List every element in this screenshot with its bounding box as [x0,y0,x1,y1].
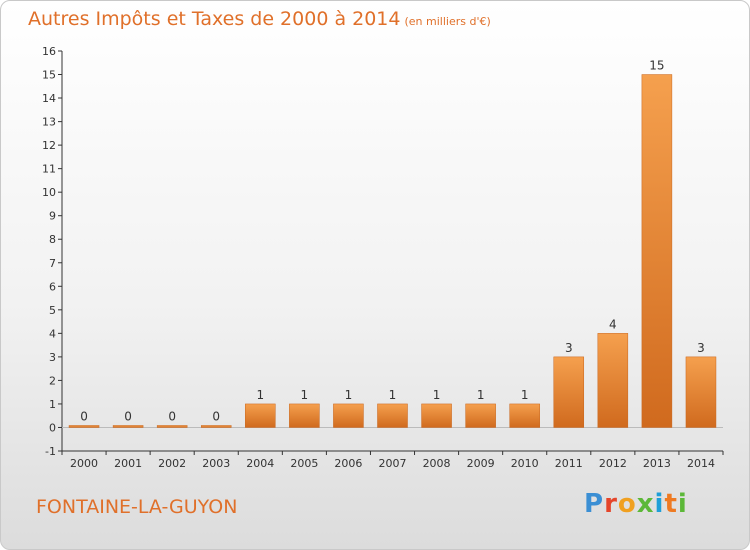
town-name: FONTAINE-LA-GUYON [36,496,238,518]
y-tick-label: 14 [42,92,56,105]
bar [377,403,408,428]
y-tick-label: 15 [42,69,56,82]
bar-value-label: 1 [301,388,309,402]
x-tick-label: 2003 [202,457,230,470]
x-tick-label: 2005 [290,457,318,470]
logo-letter: i [677,489,688,519]
bar-value-label: 3 [697,341,705,355]
chart-title-text: Autres Impôts et Taxes de 2000 à 2014 [28,8,401,30]
bar-value-label: 0 [212,409,220,423]
x-tick-label: 2012 [599,457,627,470]
y-tick-label: 4 [49,327,56,340]
y-tick-label: 10 [42,186,56,199]
bar [289,403,320,428]
logo-letter: o [617,489,637,519]
y-tick-label: 2 [49,374,56,387]
bar-value-label: 1 [521,388,529,402]
x-tick-label: 2000 [70,457,98,470]
bar [68,425,100,428]
bar-value-label: 1 [433,388,441,402]
chart-bars: 0 0 0 0 1 1 1 1 1 1 1 3 4 15 3 [68,59,717,428]
bar [421,403,452,428]
bar [465,403,496,428]
bar [200,425,232,428]
y-tick-label: 11 [42,163,56,176]
bar [597,333,629,428]
x-tick-label: 2011 [555,457,583,470]
bar-value-label: 1 [256,388,264,402]
logo-letter: x [636,489,655,519]
bar [685,356,717,428]
bar [156,425,188,428]
y-tick-label: 1 [49,398,56,411]
x-tick-label: 2010 [511,457,539,470]
chart-unit: (en milliers d'€) [404,15,491,28]
bar [333,403,364,428]
y-tick-label: 3 [49,351,56,364]
logo-letter: P [584,489,605,519]
y-tick-label: -1 [45,445,56,458]
x-tick-label: 2013 [643,457,671,470]
bar-value-label: 4 [609,317,617,331]
bar-value-label: 1 [345,388,353,402]
x-tick-label: 2014 [687,457,715,470]
bar [245,403,276,428]
x-tick-label: 2001 [114,457,142,470]
logo-letter: r [604,489,618,519]
x-tick-label: 2002 [158,457,186,470]
bar-value-label: 0 [124,409,132,423]
bar-value-label: 0 [80,409,88,423]
bar-value-label: 15 [649,59,664,73]
bar-value-label: 0 [168,409,176,423]
y-tick-label: 13 [42,116,56,129]
bar [509,403,540,428]
y-tick-label: 12 [42,139,56,152]
x-tick-label: 2007 [379,457,407,470]
y-tick-label: 7 [49,257,56,270]
y-tick-label: 9 [49,210,56,223]
x-tick-label: 2006 [334,457,362,470]
logo-letter: i [654,489,665,519]
y-tick-label: 8 [49,233,56,246]
bar [112,425,144,428]
proxiti-logo: Proxiti [584,489,688,519]
bar-value-label: 1 [477,388,485,402]
x-tick-label: 2008 [423,457,451,470]
y-tick-label: 0 [49,421,56,434]
y-tick-label: 16 [42,45,56,58]
bar-value-label: 1 [389,388,397,402]
x-tick-label: 2004 [246,457,274,470]
bar [641,74,673,428]
bar [553,356,585,428]
logo-letter: t [664,489,678,519]
chart-title: Autres Impôts et Taxes de 2000 à 2014 (en… [28,8,491,30]
y-tick-label: 6 [49,280,56,293]
x-tick-label: 2009 [467,457,495,470]
y-tick-label: 5 [49,304,56,317]
bar-value-label: 3 [565,341,573,355]
